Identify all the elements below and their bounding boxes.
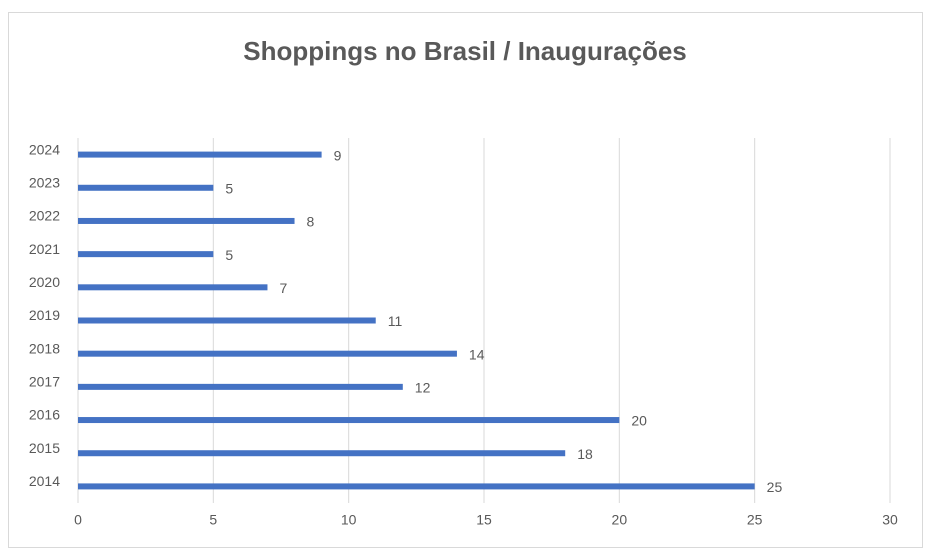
bar — [78, 383, 403, 390]
x-tick-label: 0 — [74, 512, 82, 528]
x-tick-label: 30 — [882, 512, 898, 528]
y-tick-label: 2019 — [29, 307, 60, 323]
y-tick-label: 2021 — [29, 241, 60, 257]
data-label: 20 — [631, 413, 647, 429]
y-tick-label: 2022 — [29, 208, 60, 224]
bar — [78, 417, 620, 424]
y-tick-label: 2018 — [29, 340, 60, 356]
bar — [78, 251, 214, 258]
bar — [78, 217, 295, 224]
y-tick-label: 2016 — [29, 407, 60, 423]
data-label: 11 — [388, 313, 403, 329]
y-tick-label: 2015 — [29, 440, 60, 456]
data-label: 12 — [415, 380, 431, 396]
y-tick-label: 2020 — [29, 274, 60, 290]
data-label: 9 — [334, 147, 342, 163]
bar — [78, 284, 268, 291]
x-tick-label: 5 — [209, 512, 217, 528]
bar — [78, 350, 457, 357]
data-label: 7 — [279, 280, 287, 296]
bar — [78, 483, 755, 490]
data-label: 14 — [469, 346, 485, 362]
y-tick-label: 2014 — [29, 473, 60, 489]
x-tick-label: 25 — [747, 512, 763, 528]
y-tick-label: 2024 — [29, 141, 60, 157]
y-tick-label: 2017 — [29, 374, 60, 390]
x-tick-label: 20 — [612, 512, 628, 528]
bar — [78, 184, 214, 191]
bar — [78, 317, 376, 324]
data-label: 25 — [767, 479, 783, 495]
y-tick-label: 2023 — [29, 174, 60, 190]
data-label: 18 — [577, 446, 593, 462]
data-label: 5 — [225, 247, 233, 263]
bar — [78, 450, 566, 457]
chart-title: Shoppings no Brasil / Inaugurações — [243, 36, 687, 66]
x-tick-label: 10 — [341, 512, 357, 528]
bar — [78, 151, 322, 158]
x-tick-label: 15 — [476, 512, 492, 528]
chart-frame — [8, 12, 923, 548]
data-label: 8 — [307, 214, 315, 230]
data-label: 5 — [225, 180, 233, 196]
